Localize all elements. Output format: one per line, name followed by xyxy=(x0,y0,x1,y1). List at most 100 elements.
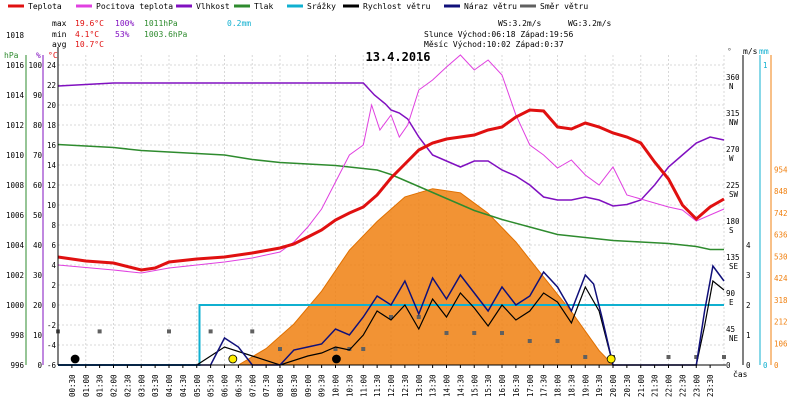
x-tick-label: 15:30 xyxy=(484,374,493,397)
x-tick-label: 11:30 xyxy=(373,374,382,397)
temperature-axis-label: °C xyxy=(48,51,58,60)
x-tick-label: 07:30 xyxy=(262,374,271,397)
wind-direction-point xyxy=(97,329,102,334)
wind-direction-point xyxy=(527,339,532,343)
legend-label-6: Náraz větru xyxy=(464,2,517,11)
moon-times: Měsíc Východ:10:02 Západ:0:37 xyxy=(424,40,564,49)
wind-direction-point xyxy=(278,347,282,351)
stat-avg-label: avg xyxy=(52,40,67,49)
hpa-tick-label: 1012 xyxy=(6,121,24,130)
pressure-line xyxy=(57,143,724,251)
wind-direction-point xyxy=(500,331,504,335)
temperature-tick-label: 4 xyxy=(51,261,56,270)
wind-direction-point xyxy=(389,315,393,319)
wind-direction-point xyxy=(361,347,366,351)
solar-tick-label: 848 xyxy=(774,187,788,196)
solar-tick-label: 0 xyxy=(774,361,779,370)
hpa-axis-label: hPa xyxy=(4,51,19,60)
x-tick-label: 12:00 xyxy=(387,374,396,397)
solar-tick-label: 530 xyxy=(774,252,788,261)
windspeed-axis-label: m/s xyxy=(743,47,758,56)
x-tick-label: 02:30 xyxy=(123,374,132,397)
x-tick-label: 00:30 xyxy=(68,374,77,397)
hpa-tick-label: 1010 xyxy=(6,151,25,160)
hpa-tick-label: 996 xyxy=(10,361,24,370)
x-tick-label: 16:30 xyxy=(512,374,521,397)
temperature-line xyxy=(57,108,725,272)
wind-direction-point xyxy=(444,331,449,335)
direction-tick-label: 90 xyxy=(726,289,736,298)
axes: hPa1018101610141012101010081006100410021… xyxy=(4,31,788,397)
windspeed-tick-label: 0 xyxy=(746,361,751,370)
direction-tick-label: 0 xyxy=(726,361,731,370)
legend-label-4: Srážky xyxy=(307,2,336,11)
x-tick-label: 08:00 xyxy=(276,374,285,397)
x-tick-label: 02:00 xyxy=(110,374,119,397)
percent-tick-label: 90 xyxy=(33,91,43,100)
windspeed-tick-label: 1 xyxy=(746,331,751,340)
hpa-tick-label: 1014 xyxy=(6,91,25,100)
stat-ws: WS:3.2m/s xyxy=(498,19,542,28)
stat-min-press: 1003.6hPa xyxy=(144,30,188,39)
x-tick-label: 07:00 xyxy=(248,374,257,397)
temperature-tick-label: 20 xyxy=(47,101,57,110)
rain-axis-label: mm xyxy=(759,47,769,56)
solar-tick-label: 424 xyxy=(774,274,788,283)
x-tick-label: 03:00 xyxy=(137,374,146,397)
x-tick-label: 05:30 xyxy=(207,374,216,397)
percent-tick-label: 20 xyxy=(33,301,43,310)
percent-tick-label: 80 xyxy=(33,121,43,130)
x-tick-label: 13:00 xyxy=(415,374,424,397)
compass-label: N xyxy=(729,82,734,91)
x-tick-label: 01:00 xyxy=(82,374,91,397)
wind-direction-point xyxy=(167,329,171,334)
solar-tick-label: 636 xyxy=(774,231,788,240)
windspeed-tick-label: 2 xyxy=(746,301,751,310)
temperature-tick-label: 16 xyxy=(47,141,57,150)
direction-tick-label: 270 xyxy=(726,145,740,154)
stat-max-press: 1011hPa xyxy=(144,19,178,28)
x-tick-label: 11:00 xyxy=(359,374,368,397)
x-tick-label: 22:00 xyxy=(665,374,674,397)
moonrise-marker xyxy=(332,354,341,364)
wind-direction-point xyxy=(416,315,421,319)
x-tick-label: 14:00 xyxy=(443,374,452,397)
x-tick-label: 22:30 xyxy=(678,374,687,397)
solar-tick-label: 106 xyxy=(774,339,788,348)
windspeed-tick-label: 3 xyxy=(746,271,751,280)
percent-tick-label: 10 xyxy=(33,331,43,340)
direction-tick-label: 360 xyxy=(726,73,740,82)
x-tick-label: 04:30 xyxy=(179,374,188,397)
hpa-tick-label: 998 xyxy=(10,331,24,340)
x-tick-label: 20:00 xyxy=(609,374,618,397)
direction-tick-label: 315 xyxy=(726,109,740,118)
rain-tick-label: 1 xyxy=(763,61,768,70)
legend-label-1: Pocitova teplota xyxy=(96,2,173,11)
legend-label-3: Tlak xyxy=(254,2,273,11)
x-axis-label: čas xyxy=(733,369,748,379)
stat-min-label: min xyxy=(52,30,67,39)
percent-tick-label: 0 xyxy=(37,361,42,370)
sun-times: Slunce Východ:06:18 Západ:19:56 xyxy=(424,30,573,39)
temperature-tick-label: 2 xyxy=(51,281,56,290)
legend-label-5: Rychlost větru xyxy=(363,2,431,11)
x-tick-label: 19:30 xyxy=(595,374,604,397)
stat-max-rain: 0.2mm xyxy=(227,19,251,28)
solar-tick-label: 212 xyxy=(774,318,788,327)
solar-radiation-line xyxy=(238,188,614,366)
x-tick-label: 23:00 xyxy=(692,374,701,397)
x-tick-label: 04:00 xyxy=(165,374,174,397)
temperature-tick-label: -6 xyxy=(47,361,57,370)
percent-tick-label: 30 xyxy=(33,271,43,280)
chart-title: 13.4.2016 xyxy=(365,50,430,64)
windspeed-tick-label: 4 xyxy=(746,241,751,250)
temperature-tick-label: 18 xyxy=(47,121,57,130)
legend-label-2: Vlhkost xyxy=(196,2,230,11)
x-tick-label: 09:30 xyxy=(318,374,327,397)
percent-axis-label: % xyxy=(36,51,41,60)
x-tick-label: 16:00 xyxy=(498,374,507,397)
hpa-tick-label: 1004 xyxy=(6,241,25,250)
temperature-tick-label: -2 xyxy=(47,321,56,330)
hpa-tick-label: 1016 xyxy=(6,61,25,70)
